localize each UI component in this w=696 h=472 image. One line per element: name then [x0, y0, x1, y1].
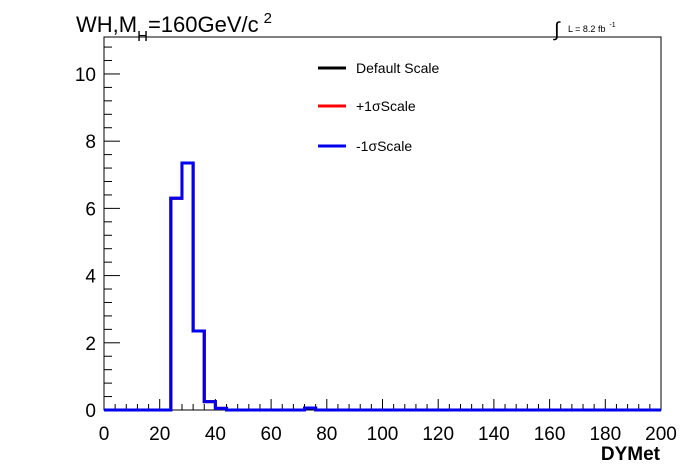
legend-label-minus1sigma: -1σScale — [356, 138, 412, 154]
legend: Default Scale +1σScale -1σScale — [318, 60, 439, 154]
x-tick-label: 140 — [478, 424, 510, 445]
title-rest: =160GeV/c — [148, 12, 259, 37]
x-tick-label: 20 — [149, 424, 170, 445]
x-axis: 0 20 40 60 80 100 120 140 160 180 200 — [99, 399, 677, 445]
y-tick-label: 0 — [85, 401, 96, 422]
series-line-minus1sigma — [104, 161, 661, 412]
y-axis: 0 2 4 6 8 10 — [75, 46, 120, 422]
x-tick-label: 80 — [316, 424, 337, 445]
y-tick-label: 8 — [85, 132, 96, 153]
x-tick-label: 100 — [367, 424, 399, 445]
lumi-label: L = 8.2 fb -1 — [568, 22, 616, 34]
lumi-superscript: -1 — [609, 22, 615, 29]
legend-label-plus1sigma: +1σScale — [356, 98, 416, 114]
x-tick-label: 60 — [261, 424, 282, 445]
x-axis-label: DYMet — [601, 444, 661, 465]
y-tick-label: 10 — [75, 65, 96, 86]
title-superscript: 2 — [264, 10, 272, 27]
x-tick-label: 200 — [645, 424, 677, 445]
legend-label-default: Default Scale — [356, 60, 439, 76]
lumi-text: L = 8.2 fb — [568, 24, 605, 34]
series-layer — [104, 161, 661, 412]
lumi-integral-symbol: ∫ — [553, 19, 561, 41]
y-tick-label: 2 — [85, 334, 96, 355]
y-tick-label: 4 — [85, 267, 96, 288]
x-tick-label: 160 — [534, 424, 566, 445]
y-tick-label: 6 — [85, 199, 96, 220]
x-tick-label: 120 — [422, 424, 454, 445]
x-tick-label: 180 — [589, 424, 621, 445]
x-tick-label: 0 — [99, 424, 110, 445]
x-tick-label: 40 — [205, 424, 226, 445]
title-main: WH,M — [76, 12, 137, 37]
